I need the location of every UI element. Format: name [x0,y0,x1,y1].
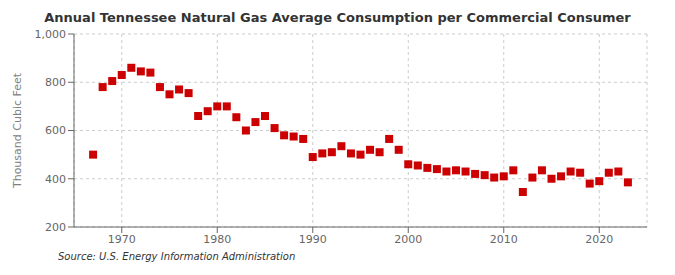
svg-text:2020: 2020 [585,233,613,246]
svg-text:800: 800 [45,76,66,89]
html-text:Source: U.S. Energy Informatio: Source: U.S. Energy Information Administ… [58,251,296,262]
svg-text:1990: 1990 [299,233,327,246]
svg-text:1980: 1980 [203,233,231,246]
svg-text:Thousand Cubic Feet: Thousand Cubic Feet [11,72,24,189]
html-text:Annual Tennessee Natural Gas A: Annual Tennessee Natural Gas Average Con… [44,10,631,25]
svg-text:1,000: 1,000 [35,28,67,41]
svg-text:200: 200 [45,221,66,234]
svg-text:2000: 2000 [394,233,422,246]
svg-text:600: 600 [45,124,66,137]
svg-text:400: 400 [45,173,66,186]
svg-text:2010: 2010 [490,233,518,246]
svg-text:1970: 1970 [108,233,136,246]
